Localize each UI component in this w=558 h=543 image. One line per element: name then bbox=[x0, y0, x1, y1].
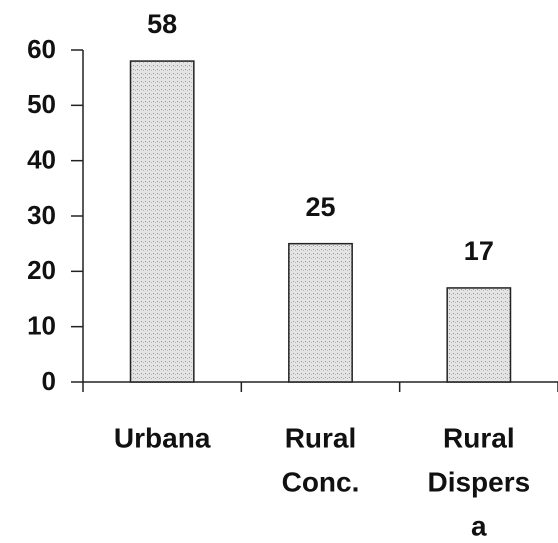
bar bbox=[446, 287, 512, 383]
value-label: 25 bbox=[305, 192, 335, 222]
y-tick-label: 0 bbox=[42, 366, 56, 396]
bar bbox=[129, 60, 195, 383]
y-tick-label: 60 bbox=[27, 34, 56, 64]
y-tick-label: 50 bbox=[27, 89, 56, 119]
y-tick-label: 10 bbox=[27, 311, 56, 341]
x-tick-label: Urbana bbox=[114, 422, 211, 453]
bar bbox=[288, 242, 353, 383]
x-tick-label: Conc. bbox=[282, 466, 360, 497]
y-tick-label: 40 bbox=[27, 145, 56, 175]
x-tick-label: a bbox=[471, 510, 487, 541]
x-tick-label: Rural bbox=[443, 422, 515, 453]
value-label: 58 bbox=[147, 9, 177, 39]
x-tick-label: Dispers bbox=[427, 466, 530, 497]
y-tick-label: 30 bbox=[27, 200, 56, 230]
x-tick-label: Rural bbox=[285, 422, 357, 453]
y-tick-label: 20 bbox=[27, 255, 56, 285]
value-label: 17 bbox=[464, 236, 494, 266]
